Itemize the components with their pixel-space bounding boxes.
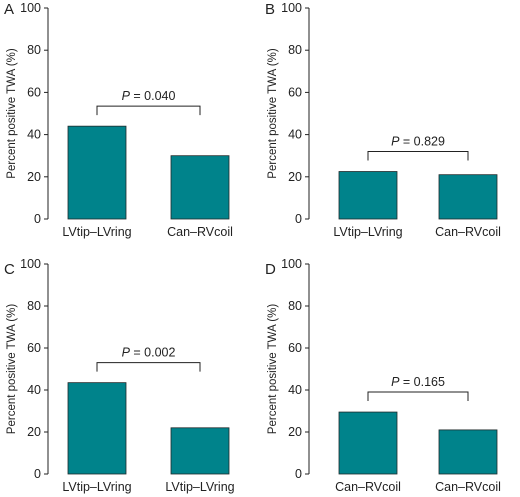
panel-c: C Percent positive TWA (%) 0 20 40 60 80 100 LVt… bbox=[4, 257, 235, 494]
bar-d-2 bbox=[438, 429, 498, 475]
y-tick-label-d-40: 40 bbox=[288, 383, 302, 397]
y-tick-label-b-60: 60 bbox=[288, 85, 302, 99]
category-label-b-1: LVtip–LVring bbox=[333, 225, 402, 239]
y-tick-label-a-80: 80 bbox=[27, 43, 41, 57]
bar-a-1 bbox=[67, 125, 127, 220]
y-tick-label-d-60: 60 bbox=[288, 341, 302, 355]
y-tick-label-c-80: 80 bbox=[27, 299, 41, 313]
category-label-d-2: Can–RVcoil bbox=[435, 480, 501, 494]
bar-d-1 bbox=[338, 411, 398, 475]
panel-letter-d: D bbox=[265, 261, 276, 278]
y-tick-label-a-100: 100 bbox=[20, 1, 41, 15]
y-tick-label-a-60: 60 bbox=[27, 85, 41, 99]
p-value-a: P = 0.040 bbox=[122, 89, 176, 103]
y-axis-title-b: Percent positive TWA (%) bbox=[267, 48, 279, 179]
category-label-d-1: Can–RVcoil bbox=[335, 480, 401, 494]
significance-bracket-c bbox=[96, 362, 201, 372]
y-tick-label-b-100: 100 bbox=[281, 1, 302, 15]
category-label-a-2: Can–RVcoil bbox=[167, 225, 233, 239]
y-tick-label-d-0: 0 bbox=[295, 467, 302, 481]
y-tick-label-b-0: 0 bbox=[295, 212, 302, 226]
y-tick-label-d-80: 80 bbox=[288, 299, 302, 313]
panel-letter-b: B bbox=[265, 1, 275, 18]
significance-bracket-b bbox=[367, 151, 469, 161]
category-label-a-1: LVtip–LVring bbox=[62, 225, 131, 239]
bar-c-1 bbox=[67, 382, 127, 475]
category-label-c-2: LVtip–LVring bbox=[165, 480, 234, 494]
y-tick-label-c-40: 40 bbox=[27, 383, 41, 397]
bar-b-1 bbox=[338, 171, 398, 220]
p-value-b: P = 0.829 bbox=[391, 135, 445, 149]
y-tick-label-a-0: 0 bbox=[34, 212, 41, 226]
bar-c-2 bbox=[170, 427, 230, 475]
y-tick-label-a-40: 40 bbox=[27, 128, 41, 142]
y-tick-label-c-0: 0 bbox=[34, 467, 41, 481]
y-tick-label-b-80: 80 bbox=[288, 43, 302, 57]
panel-b: B Percent positive TWA (%) 0 20 40 60 80 100 LVt… bbox=[265, 1, 501, 239]
p-value-d: P = 0.165 bbox=[391, 375, 445, 389]
panel-a: A Percent positive TWA (%) 0 20 40 60 80 100 LVt… bbox=[4, 1, 233, 239]
y-tick-label-c-60: 60 bbox=[27, 341, 41, 355]
y-tick-label-a-20: 20 bbox=[27, 170, 41, 184]
y-axis-title-c: Percent positive TWA (%) bbox=[6, 304, 18, 435]
p-value-c: P = 0.002 bbox=[122, 346, 176, 360]
category-label-b-2: Can–RVcoil bbox=[435, 225, 501, 239]
significance-bracket-d bbox=[367, 391, 469, 402]
panel-d: D Percent positive TWA (%) 0 20 40 60 80 100 Can… bbox=[265, 257, 501, 494]
panel-letter-c: C bbox=[4, 261, 15, 278]
y-tick-label-b-20: 20 bbox=[288, 170, 302, 184]
significance-bracket-a bbox=[96, 105, 201, 116]
y-tick-label-b-40: 40 bbox=[288, 128, 302, 142]
y-tick-label-c-20: 20 bbox=[27, 425, 41, 439]
y-tick-label-d-100: 100 bbox=[281, 257, 302, 271]
bar-a-2 bbox=[170, 155, 230, 220]
bar-b-2 bbox=[438, 174, 498, 220]
y-axis-title-a: Percent positive TWA (%) bbox=[6, 48, 18, 179]
panel-letter-a: A bbox=[4, 1, 14, 18]
y-tick-label-d-20: 20 bbox=[288, 425, 302, 439]
y-axis-title-d: Percent positive TWA (%) bbox=[267, 304, 279, 435]
category-label-c-1: LVtip–LVring bbox=[62, 480, 131, 494]
y-tick-label-c-100: 100 bbox=[20, 257, 41, 271]
